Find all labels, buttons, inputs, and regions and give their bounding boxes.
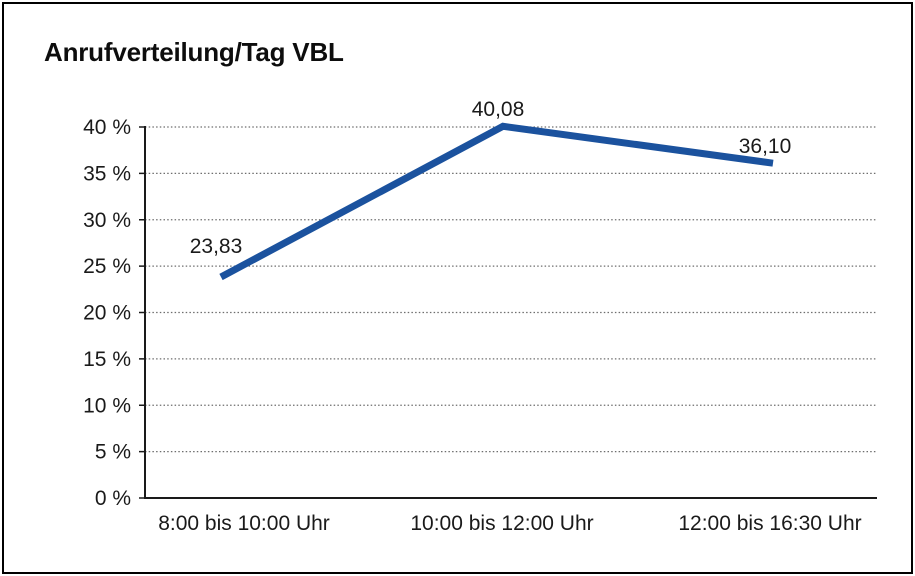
y-axis-label: 5 % [95,441,131,464]
y-axis-label: 35 % [83,162,131,185]
line-chart: 0 % 5 % 10 % 15 % 20 % 25 % 30 % 35 % 40 % 23,83 4… [83,98,877,535]
chart-title: Anrufverteilung/Tag VBL [44,37,344,67]
y-axis-label: 20 % [83,302,131,325]
y-axis-label: 25 % [83,255,131,278]
y-axis-label: 30 % [83,209,131,232]
y-axis-label: 15 % [83,348,131,371]
data-label: 23,83 [190,235,243,258]
y-axis-label: 0 % [95,487,131,510]
data-line [219,122,774,281]
x-axis-label: 10:00 bis 12:00 Uhr [410,512,593,535]
y-axis-label: 40 % [83,116,131,139]
y-axis-label: 10 % [83,394,131,417]
data-label: 36,10 [739,135,792,158]
data-label: 40,08 [472,98,525,121]
x-axis-label: 8:00 bis 10:00 Uhr [158,512,330,535]
x-axis-label: 12:00 bis 16:30 Uhr [678,512,861,535]
